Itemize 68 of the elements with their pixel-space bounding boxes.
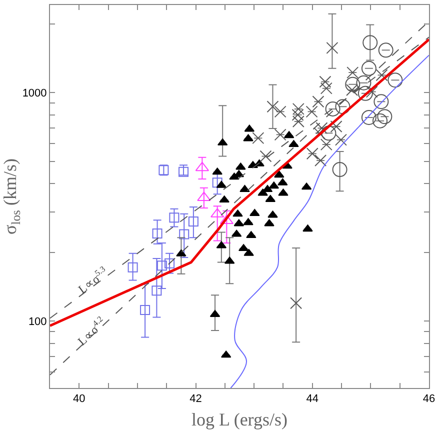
point [156, 260, 167, 271]
point [264, 219, 274, 226]
x-tick-label: 44 [306, 393, 319, 406]
point [152, 228, 162, 238]
point [319, 76, 332, 88]
point [346, 66, 359, 79]
point [320, 138, 332, 151]
x-tick-label: 42 [190, 393, 202, 406]
point [152, 286, 162, 296]
point [378, 42, 394, 58]
point [306, 106, 318, 118]
point [377, 109, 392, 124]
point [278, 188, 288, 196]
point [268, 210, 278, 218]
point [292, 102, 304, 115]
point [246, 231, 256, 238]
point [345, 76, 360, 92]
point [374, 94, 389, 110]
point [274, 106, 286, 118]
point [325, 101, 340, 116]
point [260, 150, 272, 162]
point [326, 42, 338, 54]
point [335, 99, 350, 114]
point [314, 154, 327, 166]
point [140, 304, 150, 315]
point [356, 75, 372, 90]
point [212, 178, 222, 188]
point [306, 148, 318, 160]
point [232, 210, 243, 217]
point [188, 216, 198, 227]
point [164, 258, 175, 268]
point [179, 229, 190, 240]
point [128, 262, 138, 272]
x-axis-title: log L (ergs/s) [192, 409, 288, 430]
point [376, 69, 388, 82]
point [334, 134, 347, 146]
point [288, 140, 299, 148]
y-tick-label: 1000 [22, 88, 47, 100]
point [321, 126, 336, 141]
point [219, 196, 230, 203]
point [302, 224, 313, 232]
point [332, 162, 348, 178]
point [358, 86, 373, 101]
point [244, 248, 254, 256]
point [320, 82, 332, 94]
x-tick-label: 46 [422, 393, 436, 406]
point [292, 108, 304, 121]
point [274, 170, 284, 178]
point [361, 60, 376, 76]
point [278, 178, 288, 186]
line-series [230, 54, 429, 388]
point [312, 96, 324, 108]
point [362, 35, 378, 50]
point [346, 84, 358, 96]
point [330, 120, 342, 133]
point [176, 249, 186, 256]
point [290, 297, 302, 310]
point [236, 162, 246, 170]
x-tick-label: 40 [73, 393, 86, 406]
point [169, 212, 180, 223]
point [361, 110, 376, 125]
point [266, 100, 279, 113]
y-tick-label: 100 [28, 316, 47, 328]
point [372, 113, 388, 128]
point [388, 72, 403, 88]
point [258, 188, 268, 196]
point [292, 116, 304, 128]
point [212, 168, 222, 175]
